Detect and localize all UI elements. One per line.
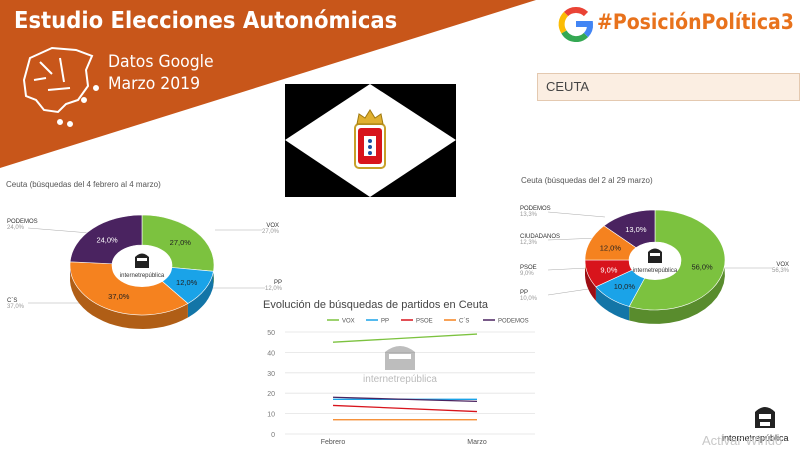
chart2-callout-podemos: PODEMOS 13,3%: [520, 206, 551, 218]
y-tick-label: 20: [267, 391, 275, 398]
callout-pct: 9,0%: [520, 271, 534, 277]
donut-slice-vox: [141, 214, 215, 272]
callout-name: CIUDADANOS: [520, 234, 561, 240]
donut-side-psoe: [585, 260, 596, 301]
callout-pct: 13,3%: [520, 212, 538, 218]
callout-pct: 37,0%: [7, 304, 25, 310]
chart1-callout-cs: C´S 37,0%: [7, 298, 24, 310]
donut-side-vox: [629, 210, 725, 324]
chart1-callout-vox: VOX 27,0%: [262, 223, 279, 235]
callout-name: PP: [274, 280, 283, 286]
legend-label: PSOE: [416, 319, 433, 325]
callout-line: [27, 227, 91, 234]
callout-name: VOX: [266, 223, 280, 229]
chart1-title: Ceuta (búsquedas del 4 febrero al 4 marz…: [6, 180, 161, 189]
spain-map-icon: [22, 46, 99, 127]
callout-line: [547, 267, 589, 271]
legend-label: C´S: [459, 319, 469, 325]
donut-value-label: 9,0%: [600, 266, 617, 275]
line-chart-title: Evolución de búsquedas de partidos en Ce…: [263, 299, 489, 311]
legend-label: VOX: [342, 319, 355, 325]
stormtrooper-icon: [135, 253, 149, 268]
donut-logo-text: internetrepública: [633, 268, 678, 274]
donut-chart-feb: 27,0% 12,0% 37,0% 24,0% internetrepública: [27, 214, 265, 329]
callout-pct: 10,0%: [520, 296, 538, 302]
donut-slice-podemos: [69, 214, 143, 265]
callout-name: C´S: [7, 298, 18, 304]
donut-value-label: 56,0%: [691, 262, 713, 271]
region-label: CEUTA: [537, 73, 800, 101]
chart2-callout-pp: PP 10,0%: [520, 290, 537, 302]
chart2-callout-psoe: PSOE 9,0%: [520, 265, 537, 277]
donut-side-c´s: [70, 261, 188, 329]
donut-value-label: 12,0%: [176, 278, 198, 287]
chart2-callout-vox: VOX 56,3%: [772, 262, 789, 274]
x-tick-label: Marzo: [467, 439, 487, 446]
donut-value-label: 24,0%: [96, 236, 118, 245]
activation-watermark: Activar Windo: [702, 433, 783, 448]
callout-name: PODEMOS: [520, 206, 551, 212]
line-chart-logo-text: internetrepública: [363, 374, 437, 385]
callout-name: PP: [520, 290, 529, 296]
chart2-title: Ceuta (búsquedas del 2 al 29 marzo): [521, 176, 653, 185]
donut-value-label: 13,0%: [625, 225, 647, 234]
legend-label: PP: [381, 319, 389, 325]
chart1-callout-pp: PP 12,0%: [265, 280, 282, 292]
coat-of-arms-icon: [354, 109, 386, 169]
callout-pct: 24,0%: [7, 225, 25, 231]
callout-pct: 12,3%: [520, 240, 538, 246]
legend-label: PODEMOS: [498, 319, 529, 325]
orange-triangle: [0, 0, 536, 168]
y-tick-label: 40: [267, 350, 275, 357]
callout-pct: 56,3%: [772, 268, 790, 274]
stormtrooper-icon: [648, 248, 662, 263]
callout-line: [547, 211, 606, 218]
donut-value-label: 37,0%: [108, 292, 130, 301]
donut-value-label: 27,0%: [170, 238, 192, 247]
y-tick-label: 30: [267, 371, 275, 378]
series-line-vox: [332, 333, 478, 343]
callout-line: [547, 237, 601, 241]
callout-line: [547, 287, 596, 296]
callout-pct: 12,0%: [265, 286, 283, 292]
donut-chart-mar: 56,0% 10,0% 9,0% 12,0% 13,0% internetrepúblic…: [547, 209, 772, 324]
donut-slice-podemos: [603, 209, 656, 249]
subtitle-source: Datos Google: [108, 52, 214, 72]
subtitle-date: Marzo 2019: [108, 74, 201, 94]
donut-side-pp: [595, 286, 630, 321]
series-line-podemos: [332, 396, 478, 403]
corner-logo-text: internetrepública: [722, 433, 789, 443]
x-tick-label: Febrero: [321, 439, 346, 446]
google-icon: [558, 7, 593, 42]
donut-value-label: 10,0%: [614, 282, 636, 291]
series-line-psoe: [332, 404, 478, 413]
page-title: Estudio Elecciones Autonómicas: [14, 8, 398, 34]
line-chart: 0 10 20 30 40 50 Febrero Marzo VOX PP PSOE C´S PODEM…: [267, 319, 535, 446]
chart1-callout-podemos: PODEMOS 24,0%: [7, 219, 38, 231]
stormtrooper-logo-icon: [755, 407, 775, 428]
donut-value-label: 12,0%: [600, 244, 622, 253]
callout-pct: 27,0%: [262, 229, 280, 235]
ceuta-flag-image: [285, 84, 456, 197]
stormtrooper-watermark-icon: [385, 346, 415, 370]
callout-name: VOX: [776, 262, 790, 268]
y-tick-label: 50: [267, 330, 275, 337]
y-tick-label: 0: [271, 432, 275, 439]
callout-name: PODEMOS: [7, 219, 38, 225]
hashtag: #PosiciónPolítica3: [597, 10, 794, 34]
callout-name: PSOE: [520, 265, 537, 271]
y-tick-label: 10: [267, 412, 275, 419]
chart2-callout-ciudadanos: CIUDADANOS 12,3%: [520, 234, 560, 246]
donut-slice-vox: [628, 209, 726, 311]
donut-logo-text: internetrepública: [120, 273, 165, 279]
